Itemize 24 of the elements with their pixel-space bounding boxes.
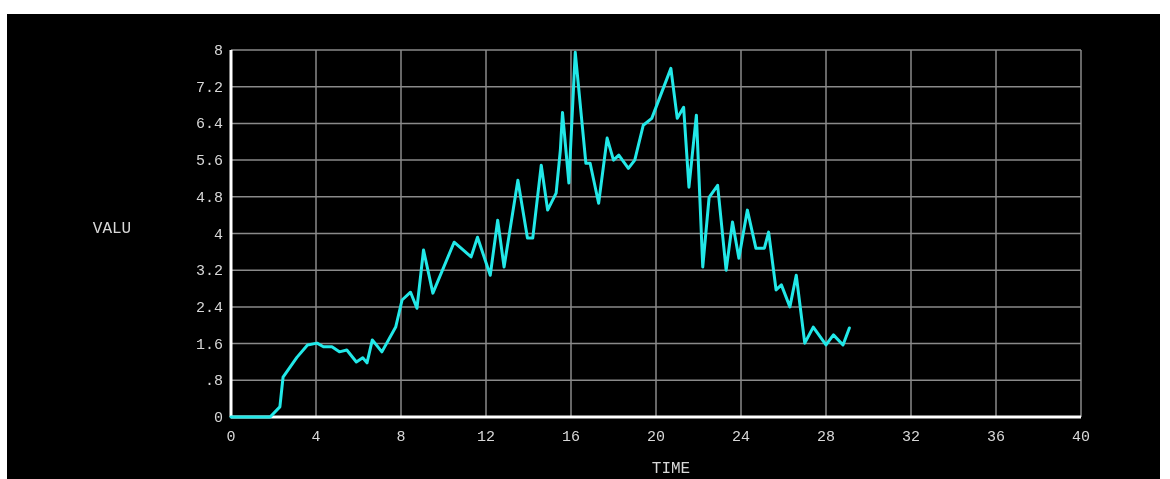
y-tick-label: 0 [213,410,223,427]
y-tick-label: 1.6 [195,336,223,354]
x-tick-label: 0 [226,429,236,446]
x-tick-label: 32 [901,429,921,446]
y-tick-label: 6.4 [195,116,223,134]
x-tick-label: 16 [561,429,581,446]
y-tick-label: 2.4 [195,299,223,317]
x-tick-label: 28 [816,429,836,446]
x-tick-label: 20 [646,429,666,446]
x-tick-label: 40 [1071,429,1091,446]
y-tick-label: 4 [213,226,223,244]
x-tick-label: 36 [986,429,1006,446]
x-tick-label: 4 [311,429,321,446]
y-tick-label: 8 [213,43,223,60]
y-tick-label: 4.8 [195,189,223,207]
y-tick-label: 7.2 [195,79,223,97]
x-tick-label: 8 [396,429,406,446]
x-tick-label: 24 [731,429,751,446]
y-tick-label: 3.2 [195,263,223,281]
x-tick-label: 12 [476,429,496,446]
y-tick-label: 5.6 [195,153,223,171]
y-tick-label: .8 [204,373,223,391]
y-axis-title: VALU [92,220,132,238]
x-axis-title: TIME [651,460,691,478]
